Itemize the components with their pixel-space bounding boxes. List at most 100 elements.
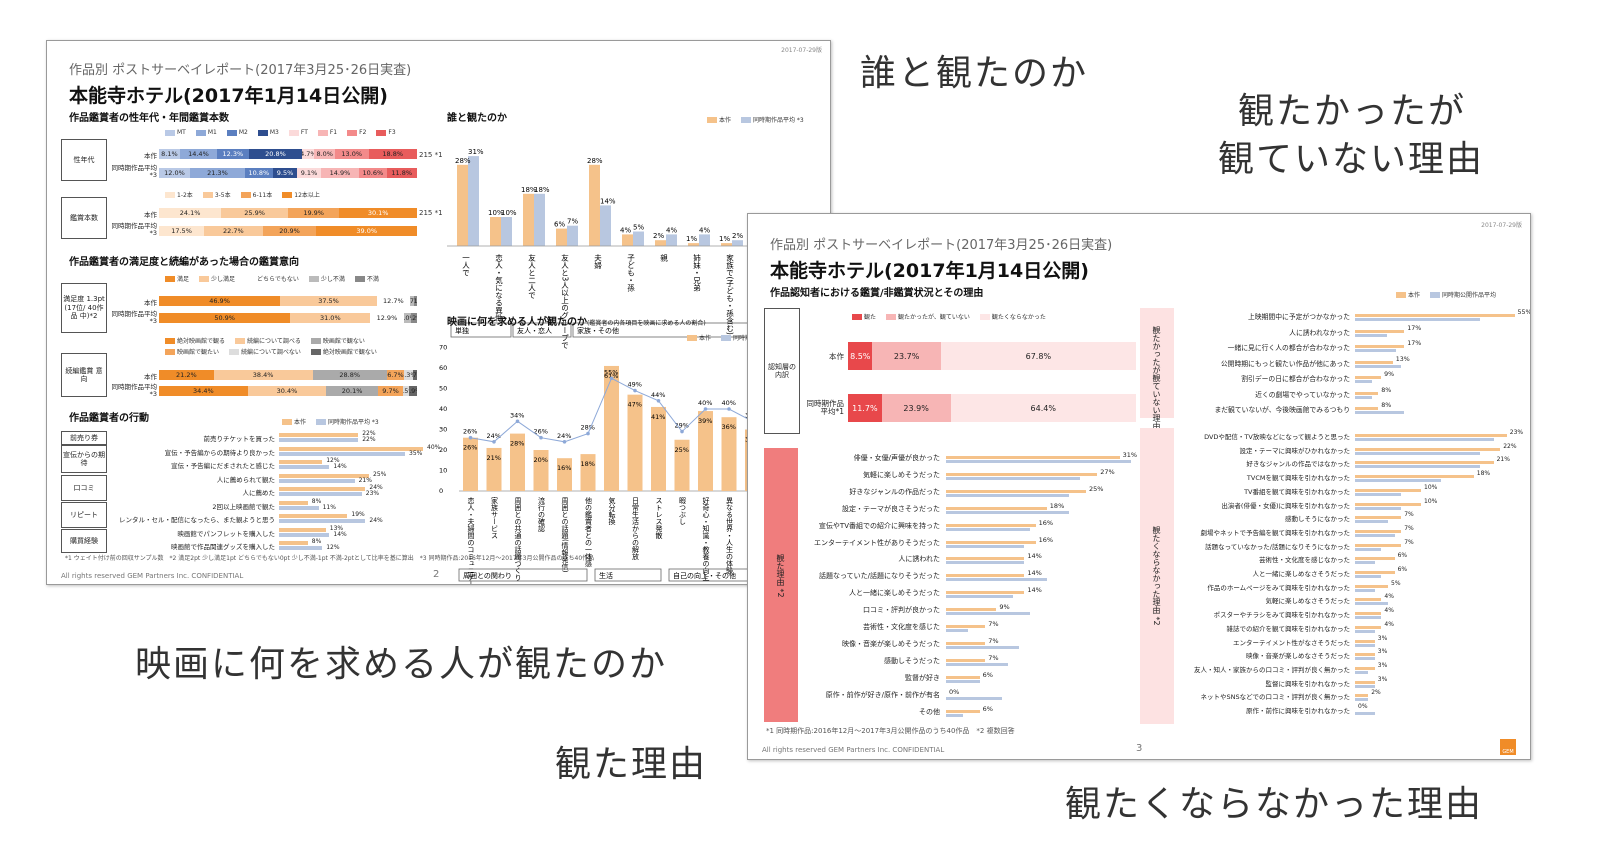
who-bar-honsaku — [622, 234, 633, 246]
reason-bar-honsaku — [1355, 502, 1421, 506]
reason-bar-avg — [1355, 602, 1388, 606]
legend-swatch — [257, 129, 268, 136]
reason-value: 23% — [1509, 429, 1524, 436]
action-val-honsaku: 22% — [362, 430, 376, 437]
stack-segment: 19.9% — [287, 208, 340, 218]
stack-segment: 25.9% — [221, 208, 288, 218]
count-honsaku-bar: 24.1% 25.9% 19.9% 30.1% — [159, 208, 417, 218]
legend-item: F2 — [347, 129, 366, 136]
action-val-honsaku: 13% — [329, 524, 344, 532]
who-val-avg: 18% — [534, 186, 550, 194]
who-val-honsaku: 1% — [686, 235, 697, 243]
reason-value: 6% — [1397, 552, 1408, 560]
seek-group-label: 自己の向上・その他 — [673, 571, 736, 580]
reason-label: 映像・音楽が楽しめそうだった — [842, 639, 940, 648]
reason-label: 人と一緒に楽しめなさそうだった — [1252, 570, 1351, 578]
stack-segment: 11.7% — [848, 394, 882, 422]
seek-bar-honsaku — [674, 439, 690, 491]
caption-seek: 映画に何を求める人が観たのか — [135, 644, 668, 685]
legend-swatch — [199, 275, 210, 282]
reason-bar-avg — [1355, 533, 1395, 537]
reason-label: 上映期間中に予定がつかなかった — [1248, 313, 1350, 321]
reason-value: 14% — [1027, 586, 1042, 595]
reason-bar-avg — [1355, 643, 1375, 647]
seek-category: 日常生活からの解放 — [632, 497, 640, 561]
reason-bar-avg — [946, 578, 1047, 582]
reason-bar-honsaku — [946, 608, 997, 612]
who-val-honsaku: 10% — [488, 209, 504, 217]
sequel-honsaku-bar: 21.2%38.4%28.8%6.7%3.3%1.7% — [159, 370, 417, 380]
seek-val-honsaku: 47% — [628, 401, 642, 409]
stack-segment: 9.1% — [297, 168, 321, 178]
seek-category: 暇つぶし — [679, 497, 687, 525]
reason-value: 3% — [1377, 648, 1388, 656]
action-bar-avg — [279, 451, 405, 456]
who-category: 恋人・気になる異性 — [494, 253, 503, 322]
reason-label: 宣伝やTV番組での紹介に興味を持った — [818, 521, 940, 530]
reason-value: 7% — [1404, 524, 1414, 532]
who-val-avg: 4% — [666, 226, 677, 234]
seek-group-box — [594, 568, 662, 582]
notwant-panel — [1140, 428, 1174, 724]
who-val-honsaku: 28% — [455, 157, 471, 165]
legend-swatch — [741, 116, 752, 123]
reason-value: 55% — [1517, 309, 1531, 316]
stack-segment: 10.8% — [244, 168, 273, 178]
reason-bar-honsaku — [1355, 680, 1375, 684]
reason-bar-honsaku — [1355, 376, 1382, 379]
row-honsaku: 本作 — [144, 152, 157, 160]
legend-item: 絶対映画館で観ない — [310, 347, 377, 356]
action-bar-honsaku — [279, 527, 326, 532]
reason-bar-avg — [1355, 506, 1402, 510]
stack-segment: 4.7% — [302, 149, 315, 159]
legend-label: F3 — [388, 129, 396, 136]
reason-bar-avg — [1355, 684, 1375, 688]
reason-bar-honsaku — [1355, 625, 1382, 629]
stack-segment: 2.2% — [411, 313, 417, 323]
reason-bar-honsaku — [946, 675, 980, 679]
reason-value: 7% — [1404, 511, 1414, 519]
action-bar-honsaku — [279, 514, 348, 518]
seek-title: 映画に何を求める人が観たのか — [447, 317, 587, 328]
seek-bar-honsaku — [721, 417, 737, 491]
stack-segment: 11.8% — [386, 168, 417, 178]
who-val-honsaku: 1% — [719, 235, 730, 243]
reason-bar-avg — [946, 713, 963, 717]
notwatch-label: 観たかったが観ていない理由 *2 — [1152, 326, 1161, 442]
action-category: リピート — [61, 502, 107, 528]
legend-item: どちらでもない — [245, 274, 299, 283]
seek-val-honsaku: 28% — [510, 440, 524, 448]
reason-bar-honsaku — [1355, 584, 1388, 588]
legend-label: M1 — [207, 129, 217, 136]
action-val-honsaku: 8% — [311, 538, 322, 545]
sequel-box: 続編鑑賞 意向 — [61, 353, 107, 397]
action-label: 前売りチケットを買った — [203, 435, 276, 443]
legend-item: 同時期作品平均 *3 — [316, 417, 379, 426]
seek-line-avg — [470, 377, 777, 443]
reason-bar-avg — [1355, 364, 1402, 368]
legend-label: 観た — [864, 314, 877, 321]
seek-val-honsaku: 16% — [557, 464, 571, 472]
who-bar-avg — [534, 193, 545, 246]
stack-segment: 50.9% — [159, 313, 291, 323]
stack-segment: 20.9% — [262, 226, 317, 236]
seek-ytick: 60 — [439, 364, 447, 372]
stack-segment: 12.3% — [216, 149, 249, 159]
seek-ytick: 50 — [439, 385, 447, 393]
seek-val-avg: 49% — [628, 381, 642, 389]
reason-bar-avg — [946, 527, 1030, 531]
legend-label: 続編について調べない — [241, 349, 301, 356]
who-group-label: 単独 — [455, 326, 469, 335]
legend-swatch — [202, 191, 213, 198]
slide-title: 本能寺ホテル(2017年1月14日公開) — [69, 85, 388, 107]
stack-segment: 30.4% — [247, 386, 327, 396]
stack-segment: 23.7% — [872, 342, 941, 370]
reason-label: 人に誘われなかった — [1289, 328, 1350, 337]
action-label: 映画館でパンフレットを購入した — [177, 529, 275, 538]
legend-item: 少し満足 — [199, 274, 235, 283]
reason-value: 8% — [1381, 386, 1392, 394]
reason-label: 観た理由 *2 — [776, 554, 785, 598]
legend-label: 満足 — [177, 276, 190, 283]
reason-bar-avg — [1355, 575, 1382, 578]
reason-bar-honsaku — [1355, 475, 1474, 479]
